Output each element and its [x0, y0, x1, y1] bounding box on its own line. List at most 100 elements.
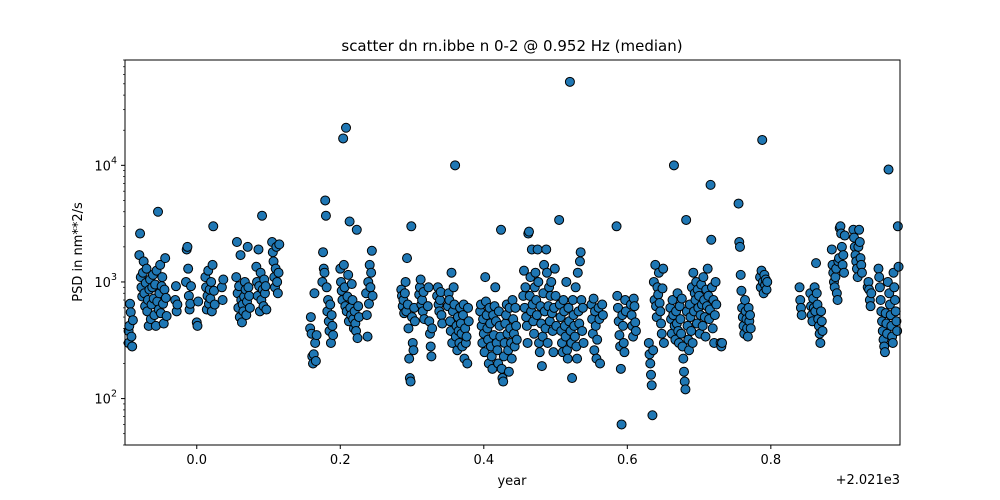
data-point [681, 214, 692, 225]
plot-background [125, 60, 900, 445]
data-point [511, 334, 522, 345]
data-point [367, 290, 378, 301]
data-point [676, 328, 687, 339]
data-point [135, 228, 146, 239]
x-tick-label: 0.6 [617, 453, 638, 468]
data-point [550, 290, 561, 301]
data-point [796, 310, 807, 321]
data-point [408, 345, 419, 356]
data-point [618, 337, 629, 348]
data-point [541, 244, 552, 255]
data-point [611, 221, 622, 232]
data-point [854, 224, 865, 235]
data-point [496, 224, 507, 235]
data-point [893, 261, 904, 272]
data-point [826, 244, 837, 255]
data-point [492, 345, 503, 356]
data-point [352, 333, 363, 344]
data-point [155, 259, 166, 270]
data-point [832, 295, 843, 306]
data-point [549, 263, 560, 274]
data-point [415, 274, 426, 285]
data-point [572, 353, 583, 364]
data-point [347, 295, 358, 306]
data-point [192, 320, 203, 331]
data-point [310, 356, 321, 367]
data-point [656, 328, 667, 339]
data-point [619, 347, 630, 358]
chart-title: scatter dn rn.ibbe n 0-2 @ 0.952 Hz (med… [341, 37, 682, 55]
data-point [423, 282, 434, 293]
data-point [643, 337, 654, 348]
data-point [159, 284, 170, 295]
data-point [338, 133, 349, 144]
data-point [856, 267, 867, 278]
data-point [836, 241, 847, 252]
data-point [183, 263, 194, 274]
data-point [686, 325, 697, 336]
data-point [630, 317, 641, 328]
data-point [127, 341, 138, 352]
data-point [688, 267, 699, 278]
data-point [736, 285, 747, 296]
data-point [366, 267, 377, 278]
y-tick-label: 103 [94, 272, 117, 291]
data-point [461, 331, 472, 342]
data-point [522, 337, 533, 348]
data-point [403, 323, 414, 334]
data-point [236, 317, 247, 328]
data-point [816, 316, 827, 327]
data-point [346, 279, 357, 290]
data-point [362, 331, 373, 342]
x-tick-label: 0.4 [473, 453, 494, 468]
y-tick-label: 102 [94, 389, 117, 408]
x-tick-label: 0.8 [760, 453, 781, 468]
data-point [569, 331, 580, 342]
plot-area [123, 59, 904, 446]
data-point [874, 282, 885, 293]
data-point [707, 323, 718, 334]
data-point [344, 216, 355, 227]
data-point [272, 276, 283, 287]
data-point [321, 282, 332, 293]
data-point [656, 318, 667, 329]
data-point [244, 302, 255, 313]
data-point [657, 283, 668, 294]
data-point [399, 288, 410, 299]
data-point [353, 301, 364, 312]
data-point [511, 320, 522, 331]
data-point [711, 299, 722, 310]
data-point [592, 334, 603, 345]
data-point [446, 267, 457, 278]
data-point [436, 310, 447, 321]
data-point [678, 353, 689, 364]
data-point [702, 263, 713, 274]
data-point [534, 347, 545, 358]
data-point [510, 302, 521, 313]
data-point [562, 353, 573, 364]
data-point [875, 295, 886, 306]
data-point [235, 250, 246, 261]
data-point [762, 276, 773, 287]
data-point [450, 160, 461, 171]
data-point [616, 419, 627, 430]
data-point [575, 247, 586, 258]
data-point [480, 272, 491, 283]
data-point [874, 272, 885, 283]
data-point [422, 301, 433, 312]
data-point [207, 259, 218, 270]
data-point [244, 290, 255, 301]
data-point [654, 298, 665, 308]
data-point [319, 267, 330, 278]
data-point [629, 301, 640, 312]
data-point [257, 210, 268, 221]
data-point [242, 241, 253, 252]
data-point [218, 274, 229, 285]
data-point [260, 281, 271, 292]
data-point [193, 296, 204, 307]
data-point [710, 276, 721, 287]
y-axis: 102 103 104 [94, 59, 125, 446]
data-point [409, 316, 420, 327]
data-point [498, 376, 509, 387]
